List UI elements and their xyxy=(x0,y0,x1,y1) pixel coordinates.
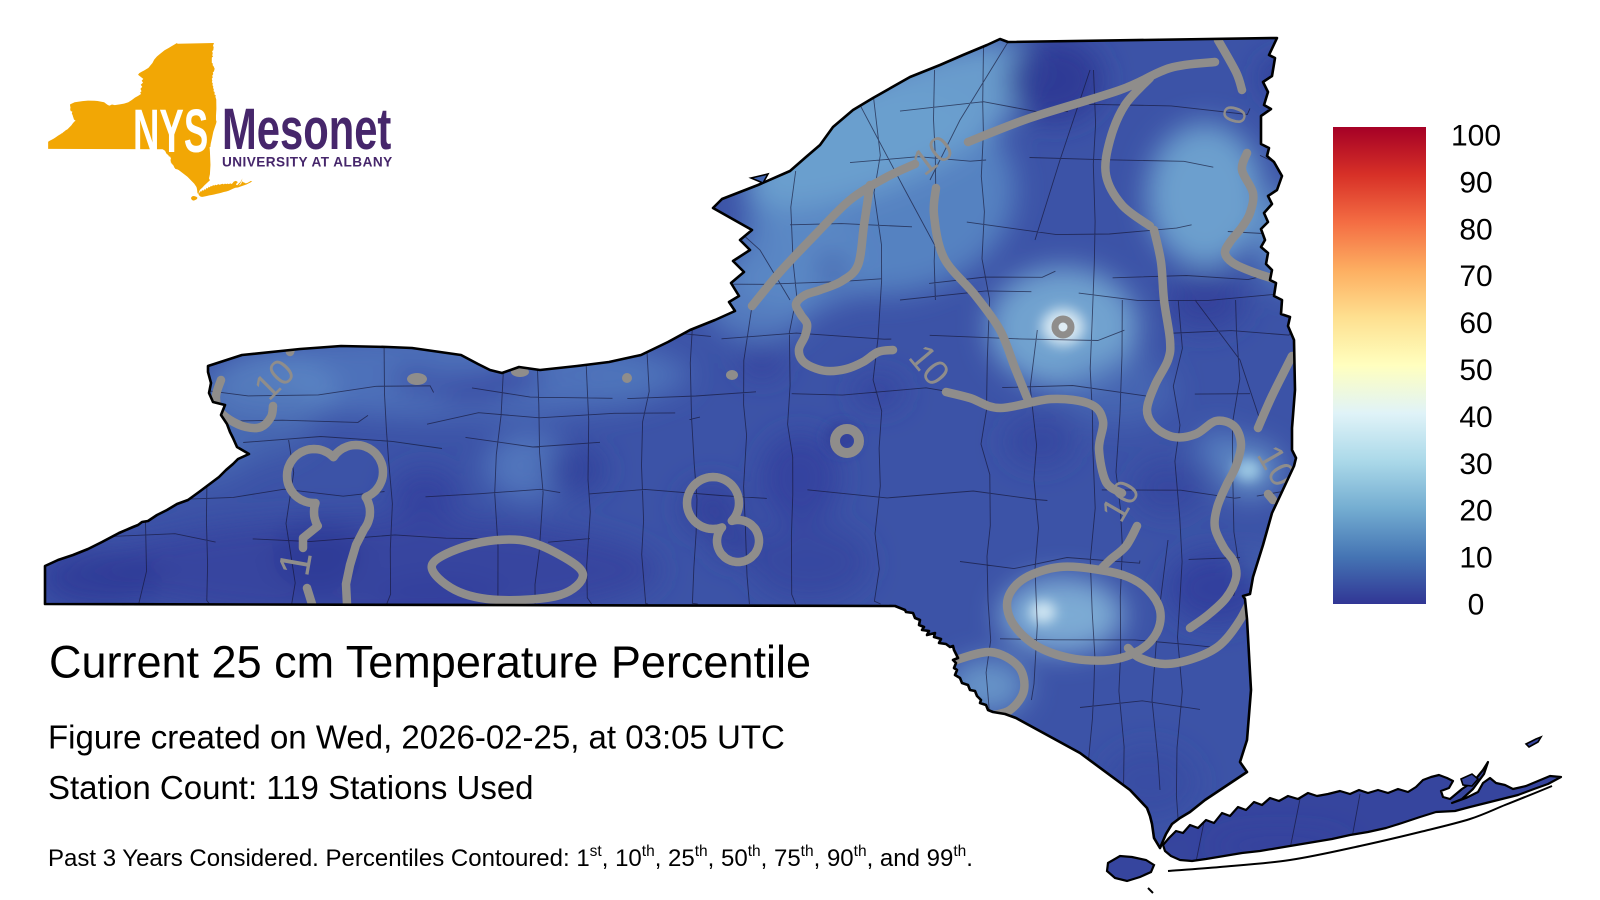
svg-text:40: 40 xyxy=(1459,401,1492,434)
svg-text:0: 0 xyxy=(1468,589,1485,622)
svg-text:100: 100 xyxy=(1451,120,1501,153)
svg-text:60: 60 xyxy=(1459,307,1492,340)
svg-text:30: 30 xyxy=(1459,448,1492,481)
svg-text:90: 90 xyxy=(1459,166,1492,199)
svg-text:Figure created on Wed, 2026-02: Figure created on Wed, 2026-02-25, at 03… xyxy=(48,719,785,756)
svg-text:80: 80 xyxy=(1459,213,1492,246)
svg-text:Current 25 cm Temperature Perc: Current 25 cm Temperature Percentile xyxy=(49,637,811,688)
svg-text:Past 3 Years Considered. Perce: Past 3 Years Considered. Percentiles Con… xyxy=(48,843,973,872)
svg-text:20: 20 xyxy=(1459,495,1492,528)
svg-text:UNIVERSITY AT ALBANY: UNIVERSITY AT ALBANY xyxy=(222,155,393,170)
svg-text:Station Count: 119 Stations Us: Station Count: 119 Stations Used xyxy=(48,769,534,806)
svg-text:NYS: NYS xyxy=(133,96,208,165)
svg-text:50: 50 xyxy=(1459,354,1492,387)
svg-text:Mesonet: Mesonet xyxy=(222,96,391,161)
svg-text:10: 10 xyxy=(1459,542,1492,575)
svg-text:70: 70 xyxy=(1459,260,1492,293)
